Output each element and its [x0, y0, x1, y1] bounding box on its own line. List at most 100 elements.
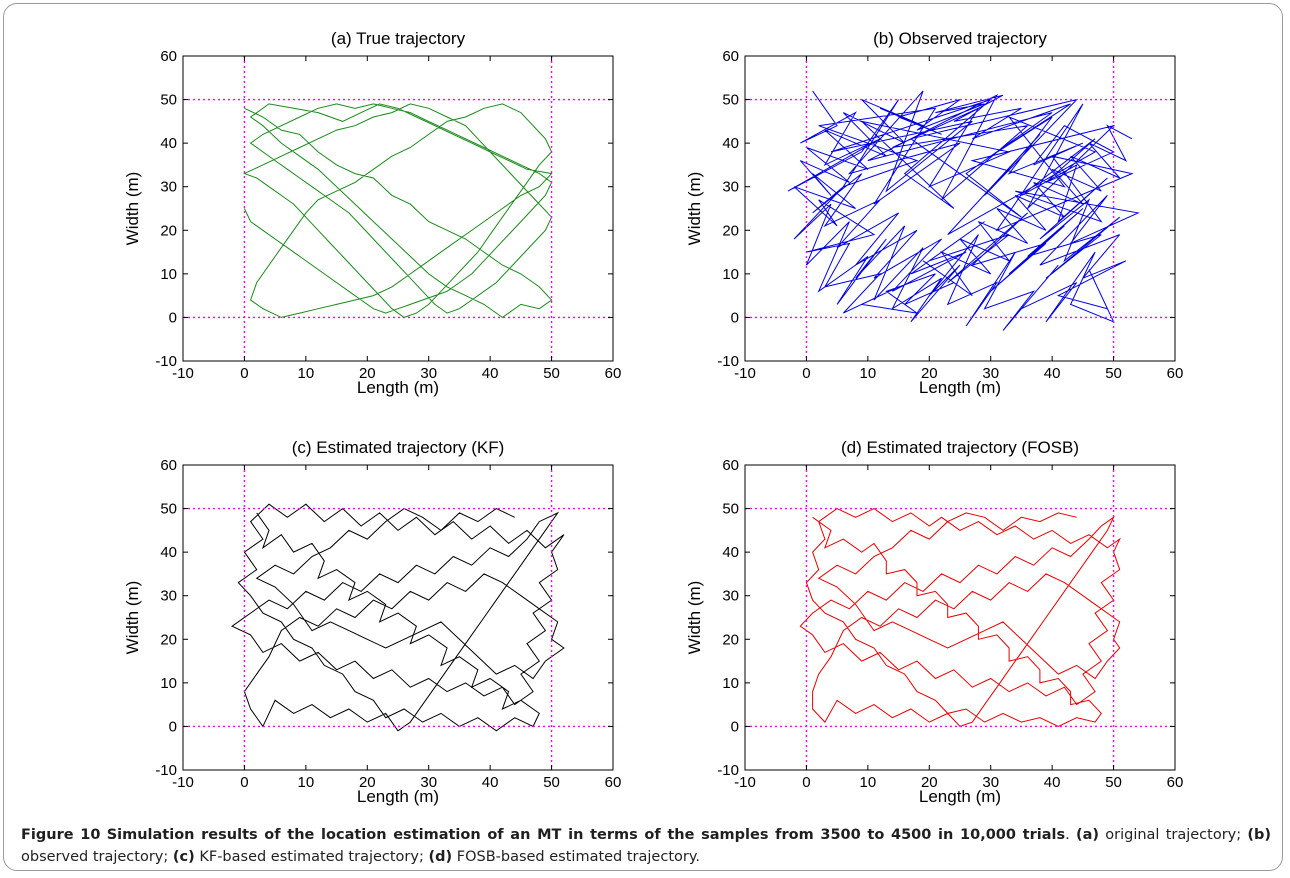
x-tick-label-d-7: 60 — [1167, 774, 1184, 791]
y-tick-label-c-5: 40 — [160, 544, 177, 561]
x-tick-label-b-3: 20 — [921, 365, 938, 382]
caption-item-b-tag: (b) — [1247, 827, 1272, 843]
caption-item-b-text: observed trajectory; — [21, 849, 169, 865]
y-tick-label-b-1: 0 — [731, 309, 739, 326]
x-tick-label-c-6: 50 — [543, 774, 560, 791]
panel-title-b: (b) Observed trajectory — [873, 29, 1047, 48]
x-tick-label-d-5: 40 — [1044, 774, 1061, 791]
x-tick-label-a-4: 30 — [420, 365, 437, 382]
caption-item-c-text: KF-based estimated trajectory; — [199, 849, 424, 865]
caption-title: Simulation results of the location estim… — [106, 827, 1066, 843]
panel-c: -10 0 10 20 30 40 50 60 -10 0 10 20 30 40 50 60 (c) Esti… — [123, 438, 621, 806]
axes-box-c — [182, 464, 614, 771]
y-tick-label-d-2: 10 — [722, 675, 739, 692]
y-tick-label-d-5: 40 — [722, 544, 739, 561]
y-tick-label-c-1: 0 — [169, 718, 177, 735]
y-tick-label-a-0: -10 — [155, 353, 177, 370]
y-tick-label-d-0: -10 — [717, 762, 739, 779]
panel-d: -10 0 10 20 30 40 50 60 -10 0 10 20 30 40 50 60 (d) Esti… — [685, 438, 1183, 806]
x-tick-label-b-4: 30 — [982, 365, 999, 382]
panel-a: -10 0 10 20 30 40 50 60 -10 0 10 20 30 40 50 60 (a) True… — [123, 29, 621, 397]
x-tick-label-a-7: 60 — [605, 365, 622, 382]
axes-box-d — [744, 464, 1176, 771]
x-tick-label-a-3: 20 — [359, 365, 376, 382]
x-tick-label-c-3: 20 — [359, 774, 376, 791]
x-tick-label-c-2: 10 — [298, 774, 315, 791]
y-tick-label-b-3: 20 — [722, 222, 739, 239]
y-axis-label-b: Width (m) — [685, 172, 704, 246]
x-tick-label-c-0: -10 — [172, 774, 194, 791]
y-tick-label-b-7: 60 — [722, 48, 739, 65]
panel-title-a: (a) True trajectory — [331, 29, 466, 48]
y-tick-label-d-3: 20 — [722, 631, 739, 648]
panel-title-d: (d) Estimated trajectory (FOSB) — [841, 438, 1079, 457]
y-tick-label-c-3: 20 — [160, 631, 177, 648]
y-tick-label-d-7: 60 — [722, 457, 739, 474]
y-tick-label-a-2: 10 — [160, 266, 177, 283]
x-tick-label-c-5: 40 — [482, 774, 499, 791]
y-axis-label-a: Width (m) — [123, 172, 142, 246]
x-tick-label-d-3: 20 — [921, 774, 938, 791]
x-tick-label-b-7: 60 — [1167, 365, 1184, 382]
y-tick-label-a-5: 40 — [160, 135, 177, 152]
x-tick-label-d-6: 50 — [1105, 774, 1122, 791]
y-tick-label-b-6: 50 — [722, 92, 739, 109]
x-tick-label-a-1: 0 — [240, 365, 248, 382]
figure-frame — [3, 3, 1283, 871]
caption-figure-label: Figure 10 — [21, 827, 101, 843]
x-tick-label-c-4: 30 — [420, 774, 437, 791]
y-tick-label-b-0: -10 — [717, 353, 739, 370]
x-axis-label-a: Length (m) — [357, 378, 439, 397]
x-tick-label-a-0: -10 — [172, 365, 194, 382]
y-axis-label-c: Width (m) — [123, 581, 142, 655]
trajectory-line-c-0 — [231, 503, 565, 732]
x-tick-label-b-6: 50 — [1105, 365, 1122, 382]
trajectory-line-d-0 — [799, 508, 1121, 727]
x-tick-label-a-6: 50 — [543, 365, 560, 382]
x-tick-label-b-5: 40 — [1044, 365, 1061, 382]
y-tick-label-a-1: 0 — [169, 309, 177, 326]
y-tick-label-a-7: 60 — [160, 48, 177, 65]
y-tick-label-d-1: 0 — [731, 718, 739, 735]
x-tick-label-d-2: 10 — [860, 774, 877, 791]
caption-item-d-tag: (d) — [428, 849, 453, 865]
y-tick-label-c-0: -10 — [155, 762, 177, 779]
y-tick-label-c-2: 10 — [160, 675, 177, 692]
x-axis-label-c: Length (m) — [357, 787, 439, 806]
trajectory-line-b-0 — [787, 90, 1140, 331]
figure-caption: Figure 10 Simulation results of the loca… — [21, 827, 1272, 865]
y-tick-label-c-6: 50 — [160, 501, 177, 518]
x-tick-label-b-2: 10 — [860, 365, 877, 382]
y-tick-label-d-6: 50 — [722, 501, 739, 518]
x-tick-label-a-5: 40 — [482, 365, 499, 382]
trajectory-line-a-0 — [243, 103, 553, 319]
caption-item-d-text: FOSB-based estimated trajectory. — [456, 849, 700, 865]
x-tick-label-c-7: 60 — [605, 774, 622, 791]
y-tick-label-b-5: 40 — [722, 135, 739, 152]
x-tick-label-d-0: -10 — [734, 774, 756, 791]
x-axis-label-d: Length (m) — [919, 787, 1001, 806]
y-tick-label-b-2: 10 — [722, 266, 739, 283]
y-tick-label-a-4: 30 — [160, 179, 177, 196]
axes-box-a — [182, 55, 614, 362]
caption-item-a-text: original trajectory; — [1105, 827, 1242, 843]
y-axis-label-d: Width (m) — [685, 581, 704, 655]
y-tick-label-c-4: 30 — [160, 588, 177, 605]
x-tick-label-c-1: 0 — [240, 774, 248, 791]
y-tick-label-d-4: 30 — [722, 588, 739, 605]
axes-box-b — [744, 55, 1176, 362]
panel-b: -10 0 10 20 30 40 50 60 -10 0 10 20 30 40 50 60 (b) Obse… — [685, 29, 1183, 397]
x-axis-label-b: Length (m) — [919, 378, 1001, 397]
panel-title-c: (c) Estimated trajectory (KF) — [292, 438, 505, 457]
y-tick-label-a-6: 50 — [160, 92, 177, 109]
x-tick-label-d-1: 0 — [802, 774, 810, 791]
x-tick-label-b-0: -10 — [734, 365, 756, 382]
y-tick-label-b-4: 30 — [722, 179, 739, 196]
x-tick-label-b-1: 0 — [802, 365, 810, 382]
y-tick-label-c-7: 60 — [160, 457, 177, 474]
caption-item-c-tag: (c) — [172, 849, 195, 865]
y-tick-label-a-3: 20 — [160, 222, 177, 239]
x-tick-label-a-2: 10 — [298, 365, 315, 382]
caption-item-a-tag: (a) — [1075, 827, 1099, 843]
figure-panels: -10 0 10 20 30 40 50 60 -10 0 10 20 30 40 50 60 (a) True… — [123, 29, 1183, 806]
